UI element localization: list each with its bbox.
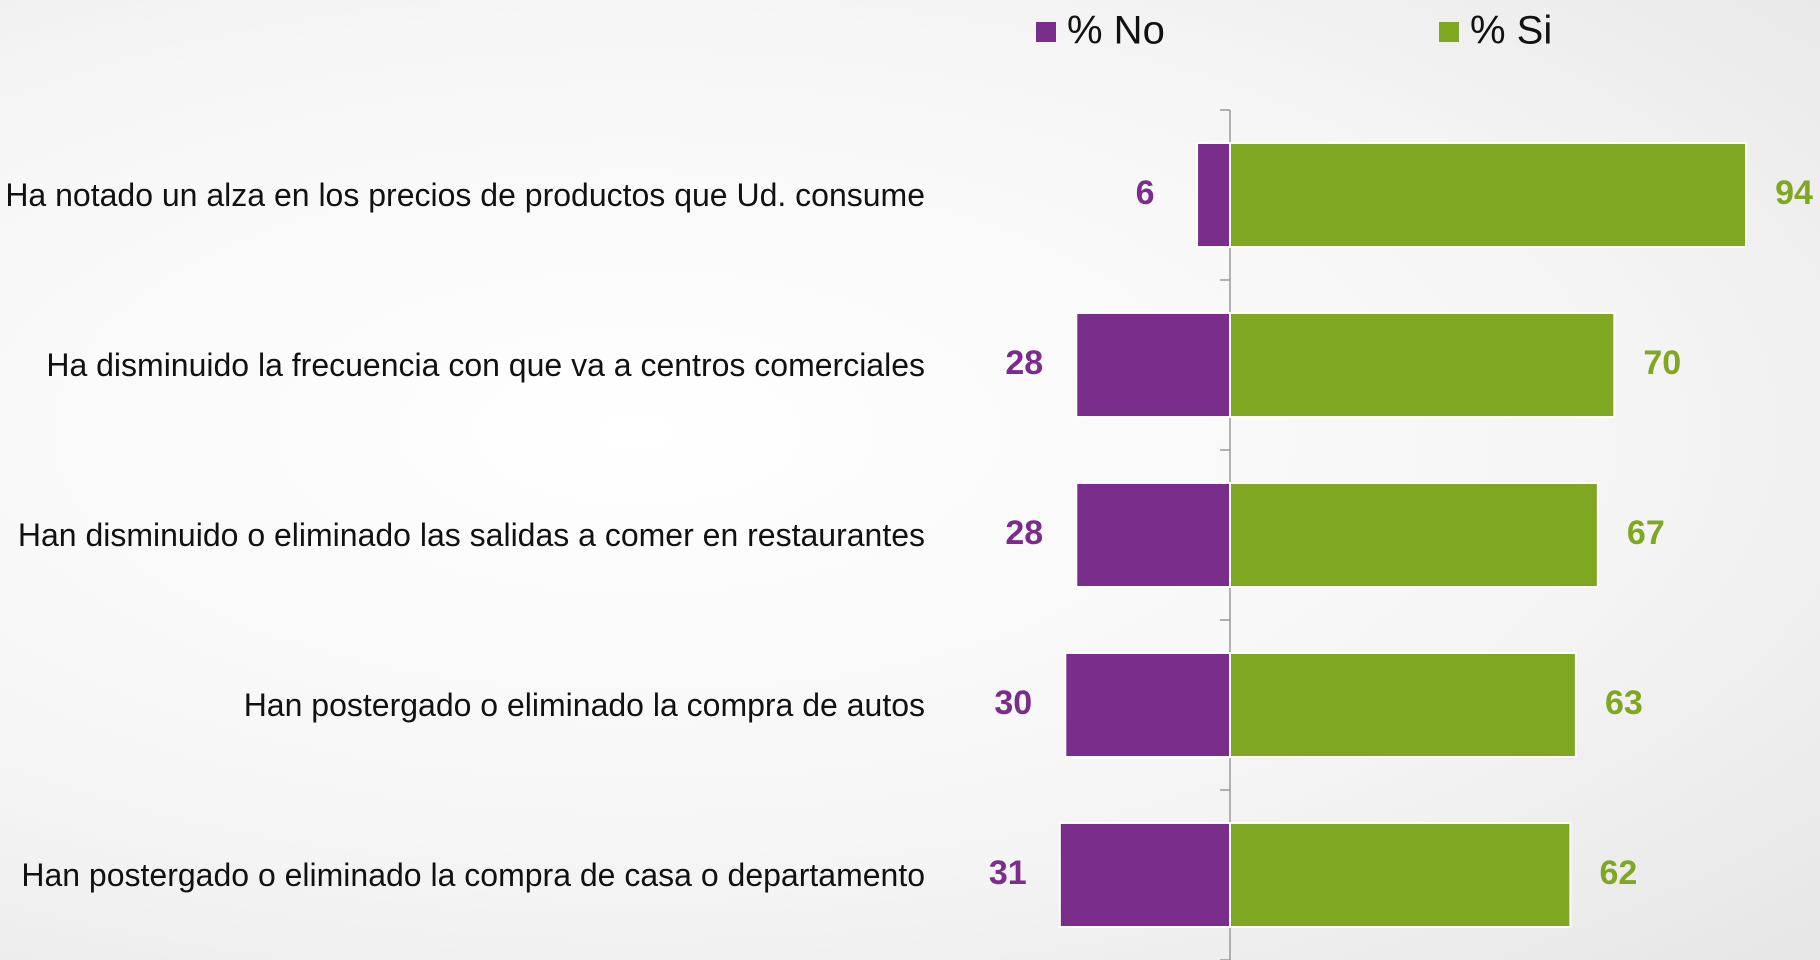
bar	[1229, 482, 1599, 588]
category-label: Han postergado o eliminado la compra de …	[21, 857, 925, 893]
category-label: Han disminuido o eliminado las salidas a…	[17, 517, 925, 553]
value-label: 62	[1599, 854, 1637, 892]
category-label: Ha notado un alza en los precios de prod…	[5, 177, 925, 213]
value-label: 31	[989, 854, 1027, 892]
value-label: 28	[1005, 514, 1043, 552]
bar	[1064, 652, 1232, 758]
legend-label: % No	[1067, 9, 1165, 53]
legend-label: % Si	[1470, 9, 1552, 53]
value-label: 94	[1775, 174, 1813, 212]
value-label: 30	[994, 684, 1032, 722]
value-label: 6	[1136, 174, 1155, 212]
value-label: 67	[1627, 514, 1665, 552]
legend-swatch	[1036, 22, 1056, 42]
value-label: 28	[1005, 344, 1043, 382]
category-label: Han postergado o eliminado la compra de …	[243, 687, 925, 723]
bar	[1075, 312, 1232, 418]
legend-swatch	[1439, 22, 1459, 42]
bar	[1229, 142, 1748, 248]
category-label: Ha disminuido la frecuencia con que va a…	[46, 347, 925, 383]
bar	[1075, 482, 1232, 588]
bar	[1196, 142, 1232, 248]
value-label: 70	[1643, 344, 1681, 382]
bar	[1058, 822, 1232, 928]
bar	[1229, 652, 1577, 758]
value-label: 63	[1605, 684, 1643, 722]
bar	[1229, 822, 1572, 928]
bar	[1229, 312, 1616, 418]
